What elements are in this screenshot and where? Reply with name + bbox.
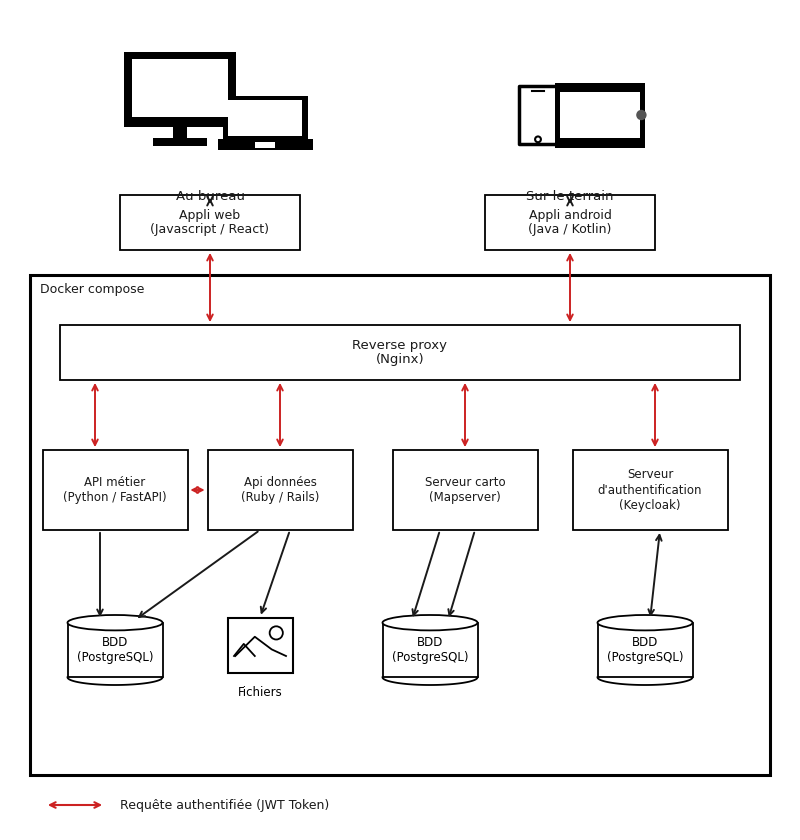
Text: Appli android
(Java / Kotlin): Appli android (Java / Kotlin) (528, 208, 612, 237)
Ellipse shape (382, 615, 478, 630)
Circle shape (535, 136, 541, 142)
Bar (120, 195, 300, 250)
Bar (218, 139, 313, 150)
Text: Requête authentifiée (JWT Token): Requête authentifiée (JWT Token) (120, 799, 330, 811)
Bar (207, 450, 353, 530)
Text: Serveur
d'authentification
(Keycloak): Serveur d'authentification (Keycloak) (598, 469, 702, 512)
Bar (393, 450, 538, 530)
Text: BDD
(PostgreSQL): BDD (PostgreSQL) (606, 636, 683, 664)
Bar (555, 82, 645, 148)
Text: API métier
(Python / FastAPI): API métier (Python / FastAPI) (63, 476, 167, 504)
Text: Au bureau: Au bureau (175, 190, 245, 203)
Text: BDD
(PostgreSQL): BDD (PostgreSQL) (392, 636, 468, 664)
Circle shape (270, 627, 283, 639)
Text: Docker compose: Docker compose (40, 283, 144, 296)
Circle shape (636, 110, 646, 120)
Bar (124, 52, 236, 124)
Bar (153, 139, 207, 145)
Ellipse shape (67, 615, 162, 630)
Text: Sur le terrain: Sur le terrain (526, 190, 614, 203)
Text: Fichiers: Fichiers (238, 685, 282, 699)
Text: Serveur carto
(Mapserver): Serveur carto (Mapserver) (425, 476, 506, 504)
Bar (42, 450, 187, 530)
Bar (519, 86, 557, 144)
Bar (382, 622, 478, 677)
Bar (598, 622, 693, 677)
Bar (67, 622, 162, 677)
Bar (485, 195, 655, 250)
Bar (124, 124, 236, 127)
Text: BDD
(PostgreSQL): BDD (PostgreSQL) (77, 636, 154, 664)
Bar (227, 617, 293, 673)
Text: Appli web
(Javascript / React): Appli web (Javascript / React) (150, 208, 270, 237)
Bar (222, 97, 307, 140)
Bar (227, 100, 302, 136)
Text: Reverse proxy
(Nginx): Reverse proxy (Nginx) (353, 339, 447, 366)
Bar (30, 275, 770, 775)
Ellipse shape (598, 615, 693, 630)
Bar (573, 450, 727, 530)
Bar (174, 124, 186, 139)
Bar (560, 92, 640, 138)
Text: Api données
(Ruby / Rails): Api données (Ruby / Rails) (241, 476, 319, 504)
Bar (60, 325, 740, 380)
Bar (254, 142, 275, 148)
Bar (133, 59, 228, 117)
